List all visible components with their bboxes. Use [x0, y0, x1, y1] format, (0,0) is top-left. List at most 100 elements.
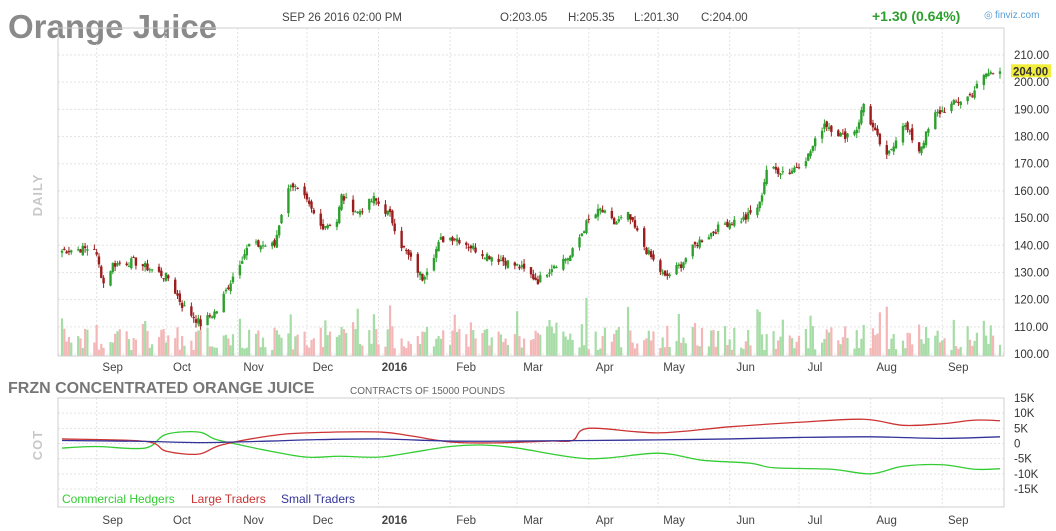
candle-body	[569, 255, 572, 261]
price-y-tick: 120.00	[1014, 295, 1049, 307]
candle-body	[273, 240, 276, 246]
candle-body	[83, 246, 87, 249]
volume-bar	[707, 346, 710, 356]
candle-body	[303, 186, 306, 196]
candle-body	[772, 166, 775, 169]
candle-body	[134, 257, 138, 266]
candle-body	[562, 258, 565, 270]
candle-body	[714, 232, 718, 234]
volume-bar	[504, 338, 507, 356]
candle-body	[643, 228, 646, 247]
volume-bar	[273, 327, 276, 356]
volume-bar	[469, 322, 473, 356]
candle-body	[957, 101, 960, 103]
volume-bar	[79, 338, 82, 356]
volume-bar	[248, 329, 251, 356]
volume-bar	[536, 332, 540, 356]
brand-link[interactable]: finviz.com	[995, 10, 1039, 21]
volume-bar	[197, 330, 200, 356]
volume-bar	[924, 327, 928, 356]
volume-bar	[84, 329, 87, 356]
candle-body	[386, 210, 389, 215]
volume-bar	[421, 331, 424, 356]
volume-bar	[987, 343, 990, 356]
volume-bar	[310, 339, 313, 356]
volume-bar	[388, 305, 392, 356]
volume-bar	[111, 342, 114, 356]
volume-bar	[439, 338, 442, 356]
candle-body	[876, 128, 879, 135]
volume-bar	[114, 333, 117, 356]
volume-bar	[109, 342, 112, 356]
volume-bar	[97, 349, 101, 356]
volume-bar	[287, 333, 290, 356]
volume-bar	[661, 337, 664, 356]
x-tick-label: Aug	[876, 515, 896, 527]
volume-bar	[740, 347, 743, 356]
cot-grid	[58, 397, 1004, 507]
volume-bars	[60, 297, 1002, 356]
volume-bar	[125, 331, 128, 356]
volume-bar	[982, 320, 985, 356]
finviz-icon[interactable]: ◎	[984, 10, 993, 21]
candle-body	[666, 273, 669, 276]
volume-bar	[629, 330, 632, 356]
candle-body	[199, 319, 202, 327]
candle-body	[860, 110, 863, 124]
candle-body	[982, 75, 986, 86]
candle-body	[321, 223, 325, 230]
volume-bar	[326, 335, 329, 356]
volume-bar	[747, 330, 750, 356]
price-y-tick: 100.00	[1014, 349, 1049, 361]
candle-body	[81, 245, 84, 256]
candle-body	[795, 167, 798, 169]
candle-body	[777, 168, 780, 174]
candle-body	[310, 201, 313, 209]
volume-bar	[116, 331, 119, 356]
candle-body	[405, 249, 408, 251]
candle-body	[130, 258, 133, 269]
candle-body	[393, 223, 396, 232]
cot-y-tick: -10K	[1014, 469, 1039, 481]
date-time: SEP 26 2016 02:00 PM	[282, 12, 402, 24]
candle-body	[247, 244, 251, 247]
candle-body	[344, 197, 348, 199]
candle-body	[647, 250, 651, 255]
candle-body	[439, 237, 443, 240]
candle-body	[887, 150, 891, 154]
x-tick-label: Nov	[243, 362, 264, 374]
volume-bar	[989, 325, 992, 356]
volume-bar	[814, 349, 817, 356]
candle-body	[649, 251, 653, 258]
volume-bar	[758, 311, 761, 356]
volume-bar	[151, 344, 154, 356]
volume-bar	[305, 345, 308, 356]
volume-bar	[308, 347, 311, 356]
volume-bar	[539, 334, 542, 356]
volume-bar	[546, 326, 549, 356]
cot-subtitle: CONTRACTS OF 15000 POUNDS	[350, 386, 505, 397]
candle-body	[532, 274, 535, 280]
candle-body	[874, 127, 877, 131]
candle-body	[206, 315, 209, 326]
candle-body	[529, 267, 533, 275]
candle-body	[143, 262, 147, 268]
candle-body	[192, 316, 195, 319]
x-tick-label: Dec	[313, 362, 334, 374]
cot-y-tick: 10K	[1014, 408, 1035, 420]
volume-bar	[957, 348, 960, 356]
volume-bar	[127, 339, 131, 356]
volume-bar	[855, 330, 858, 356]
volume-bar	[453, 314, 456, 356]
volume-bar	[215, 347, 218, 356]
candle-body	[243, 254, 246, 259]
volume-bar	[710, 330, 713, 356]
cot-x-axis: Sep Oct Nov Dec 2016 Feb Mar Apr May Jun Jul Aug Sep	[102, 515, 968, 527]
volume-bar	[677, 313, 680, 356]
volume-bar	[208, 346, 211, 356]
candle-body	[871, 122, 875, 128]
candle-body	[127, 265, 131, 267]
volume-bar	[908, 333, 911, 356]
candle-body	[696, 245, 699, 247]
candle-body	[746, 212, 750, 220]
